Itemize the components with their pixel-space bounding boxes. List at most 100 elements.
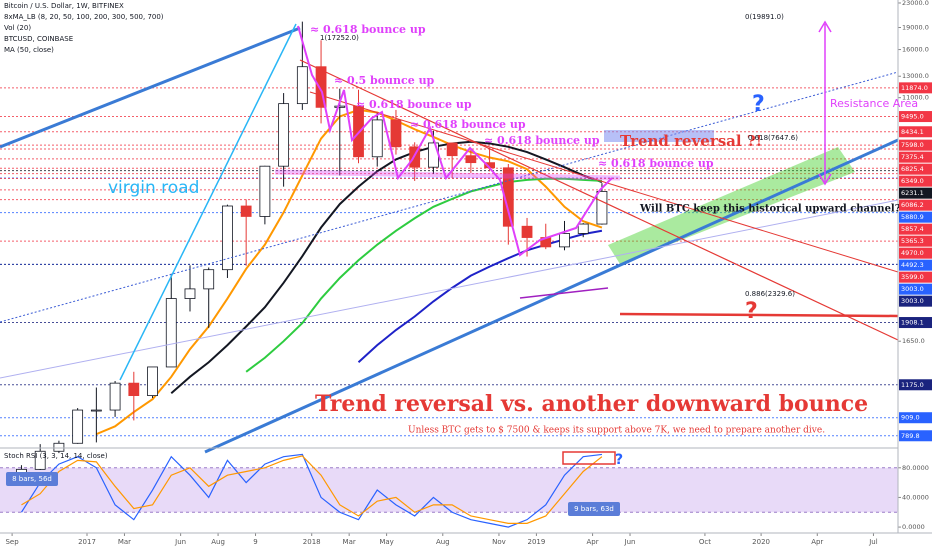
x-tick-label: Jun bbox=[624, 538, 636, 546]
level-label-box bbox=[899, 163, 932, 175]
level-label: 5857.4 bbox=[901, 225, 924, 233]
annotation: ≈ 0.618 bounce up bbox=[598, 157, 714, 170]
level-label-box bbox=[899, 126, 932, 138]
candle-body bbox=[203, 269, 215, 290]
level-label: 7598.0 bbox=[901, 141, 924, 149]
x-tick-label: Sep bbox=[5, 538, 19, 546]
level-label: 4970.0 bbox=[901, 249, 924, 257]
y-tick-label: 0.0000 bbox=[902, 523, 925, 531]
annotation: 0(19891.0) bbox=[745, 13, 784, 21]
annotation: ? bbox=[615, 452, 623, 468]
candle-body bbox=[371, 119, 383, 158]
header-title: Bitcoin / U.S. Dollar, 1W, BITFINEX bbox=[4, 2, 124, 10]
level-label: 8434.1 bbox=[901, 128, 924, 136]
level-label: 6231.1 bbox=[901, 189, 924, 197]
candle-body bbox=[222, 205, 233, 271]
annotation: ≈ 0.618 bounce up bbox=[484, 134, 600, 147]
level-label: 789.8 bbox=[901, 432, 920, 440]
level-label: 3003.0 bbox=[901, 285, 924, 293]
level-label: 11874.0 bbox=[901, 84, 928, 92]
candle-body bbox=[502, 167, 514, 227]
arrow-head bbox=[818, 20, 832, 33]
x-tick-label: 9 bbox=[253, 538, 257, 546]
level-label-box bbox=[899, 247, 932, 259]
annotation: Unless BTC gets to $ 7500 & keeps its su… bbox=[408, 426, 825, 436]
moving-average bbox=[245, 177, 602, 373]
annotation: virgin road bbox=[108, 178, 199, 198]
level-label: 6349.0 bbox=[901, 177, 924, 185]
annotation: Trend reversal vs. another downward boun… bbox=[315, 391, 868, 417]
indicator: Stoch RSI (3, 3, 14, 14, close) bbox=[4, 452, 108, 460]
x-tick-label: Oct bbox=[699, 538, 711, 546]
level-label-box bbox=[899, 412, 932, 424]
candle-body bbox=[577, 223, 589, 234]
y-tick-label: 19000.0 bbox=[902, 24, 929, 32]
x-tick-label: Aug bbox=[211, 538, 225, 546]
x-tick-label: Mar bbox=[118, 538, 131, 546]
candle-body bbox=[109, 382, 121, 411]
level-label-box bbox=[899, 271, 932, 283]
level-label-box bbox=[899, 317, 932, 329]
level-label-box bbox=[899, 82, 932, 94]
level-label-box bbox=[899, 223, 932, 235]
candle-body bbox=[278, 103, 290, 167]
thin-line bbox=[0, 199, 899, 379]
candle-body bbox=[559, 233, 570, 248]
candle-body bbox=[34, 450, 46, 470]
candle-body bbox=[465, 155, 477, 164]
candle-body bbox=[521, 225, 533, 238]
candle-body bbox=[446, 142, 458, 157]
candle-body bbox=[259, 165, 271, 217]
level-label: 1908.1 bbox=[901, 319, 924, 327]
y-tick-label: 16000.0 bbox=[902, 46, 929, 54]
x-tick-label: Jul bbox=[868, 538, 878, 546]
indicator: Vol (20) bbox=[4, 24, 31, 32]
candle-body bbox=[334, 105, 346, 108]
stoch-line bbox=[20, 453, 603, 528]
x-tick-label: Apr bbox=[811, 538, 823, 546]
candle-body bbox=[184, 288, 196, 299]
level-label-box bbox=[899, 139, 932, 151]
red-level bbox=[619, 312, 899, 318]
arrow-head bbox=[818, 173, 832, 186]
y-tick-label: 80.0000 bbox=[902, 464, 929, 472]
candle-body bbox=[128, 382, 140, 396]
level-label-box bbox=[899, 259, 932, 271]
header: Bitcoin / U.S. Dollar, 1W, BITFINEX 8xMA… bbox=[4, 2, 164, 460]
stoch-line bbox=[21, 455, 603, 524]
x-tick-label: 2017 bbox=[78, 538, 96, 546]
level-label-box bbox=[899, 379, 932, 391]
x-tick-label: 2018 bbox=[303, 538, 321, 546]
channel-band bbox=[608, 147, 855, 264]
x-tick-label: Mar bbox=[343, 538, 356, 546]
y-tick-label: 23000.0 bbox=[902, 0, 929, 7]
y-tick-label: 11000.0 bbox=[902, 94, 929, 102]
y-tick-label: 1650.0 bbox=[902, 337, 925, 345]
x-tick-label: Nov bbox=[492, 538, 506, 546]
dotted-line bbox=[0, 71, 899, 323]
candle-body bbox=[240, 205, 252, 217]
virgin-arrow bbox=[119, 23, 297, 381]
annotation: 0.618(7647.6) bbox=[748, 134, 798, 142]
level-label: 9495.0 bbox=[901, 113, 924, 121]
level-label-box bbox=[899, 430, 932, 442]
trendline bbox=[299, 59, 899, 341]
annotation: ? bbox=[752, 92, 765, 117]
candle-body bbox=[72, 409, 84, 444]
level-label-box bbox=[899, 283, 932, 295]
level-label-box bbox=[899, 235, 932, 247]
zone bbox=[604, 130, 714, 142]
candle-body bbox=[53, 442, 65, 452]
level-label: 3599.0 bbox=[901, 273, 924, 281]
annotation: Will BTC keep this historical upward cha… bbox=[639, 204, 901, 215]
channel-lower bbox=[204, 138, 899, 454]
candle-body bbox=[596, 190, 608, 225]
level-label: 6825.4 bbox=[901, 165, 924, 173]
annotation: ≈ 0.5 bounce up bbox=[334, 74, 435, 87]
x-tick-label: Apr bbox=[587, 538, 599, 546]
annotation: 0.886(2329.6) bbox=[745, 290, 795, 298]
x-tick-label: 2019 bbox=[527, 538, 545, 546]
indicator: BTCUSD, COINBASE bbox=[4, 35, 73, 43]
price-axis-labels: 11874.0 9495.0 8434.1 7598.0 7375.4 6825.4 634… bbox=[899, 82, 932, 442]
channel-upper bbox=[0, 26, 301, 149]
